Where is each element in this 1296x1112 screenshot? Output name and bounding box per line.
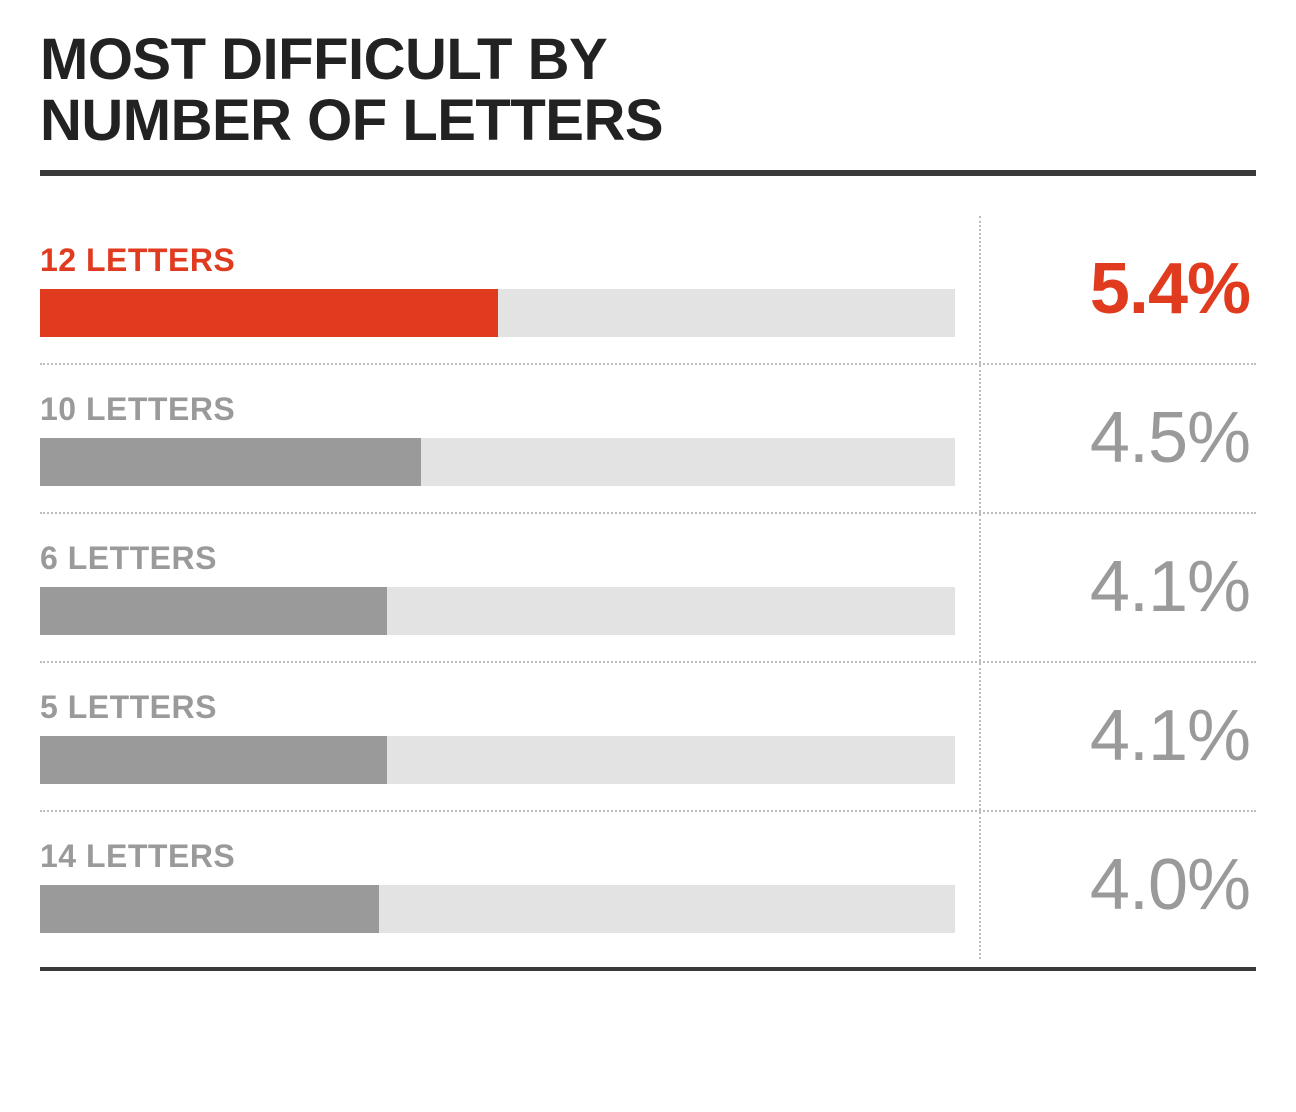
- bar-row: 6 LETTERS 4.1%: [40, 514, 1256, 663]
- bar-row-label: 14 LETTERS: [40, 838, 955, 875]
- bottom-rule: [40, 967, 1256, 971]
- bar-track: [40, 438, 955, 486]
- bar-row-left: 12 LETTERS: [40, 216, 981, 363]
- bar-row-value-cell: 4.1%: [981, 663, 1256, 810]
- bar-row: 10 LETTERS 4.5%: [40, 365, 1256, 514]
- chart-title-line2: NUMBER OF LETTERS: [40, 88, 663, 153]
- bar-row-left: 10 LETTERS: [40, 365, 981, 512]
- bar-row-value: 4.0%: [1090, 844, 1250, 926]
- bar-track: [40, 736, 955, 784]
- bar-fill: [40, 438, 421, 486]
- bar-row: 5 LETTERS 4.1%: [40, 663, 1256, 812]
- chart-title-line1: MOST DIFFICULT BY: [40, 27, 607, 92]
- chart-title: MOST DIFFICULT BY NUMBER OF LETTERS: [40, 30, 1256, 152]
- bar-row-value-cell: 4.0%: [981, 812, 1256, 959]
- bar-row-left: 5 LETTERS: [40, 663, 981, 810]
- bar-row-left: 14 LETTERS: [40, 812, 981, 959]
- bar-row-label: 12 LETTERS: [40, 242, 955, 279]
- bar-track: [40, 885, 955, 933]
- bar-row-value: 5.4%: [1090, 248, 1250, 330]
- bar-row-left: 6 LETTERS: [40, 514, 981, 661]
- bar-row-label: 5 LETTERS: [40, 689, 955, 726]
- bar-row-value-cell: 4.5%: [981, 365, 1256, 512]
- bar-fill: [40, 587, 387, 635]
- bar-row-label: 6 LETTERS: [40, 540, 955, 577]
- bar-fill: [40, 885, 379, 933]
- bar-row: 12 LETTERS 5.4%: [40, 216, 1256, 365]
- bar-row-value: 4.1%: [1090, 695, 1250, 777]
- bar-row: 14 LETTERS 4.0%: [40, 812, 1256, 959]
- bar-rows: 12 LETTERS 5.4% 10 LETTERS 4.5% 6 LETTERS 4.1…: [40, 216, 1256, 959]
- bar-track: [40, 289, 955, 337]
- bar-fill: [40, 736, 387, 784]
- bar-row-value-cell: 5.4%: [981, 216, 1256, 363]
- bar-row-label: 10 LETTERS: [40, 391, 955, 428]
- bar-row-value: 4.1%: [1090, 546, 1250, 628]
- title-rule: [40, 170, 1256, 176]
- bar-fill: [40, 289, 498, 337]
- bar-row-value: 4.5%: [1090, 397, 1250, 479]
- bar-track: [40, 587, 955, 635]
- bar-row-value-cell: 4.1%: [981, 514, 1256, 661]
